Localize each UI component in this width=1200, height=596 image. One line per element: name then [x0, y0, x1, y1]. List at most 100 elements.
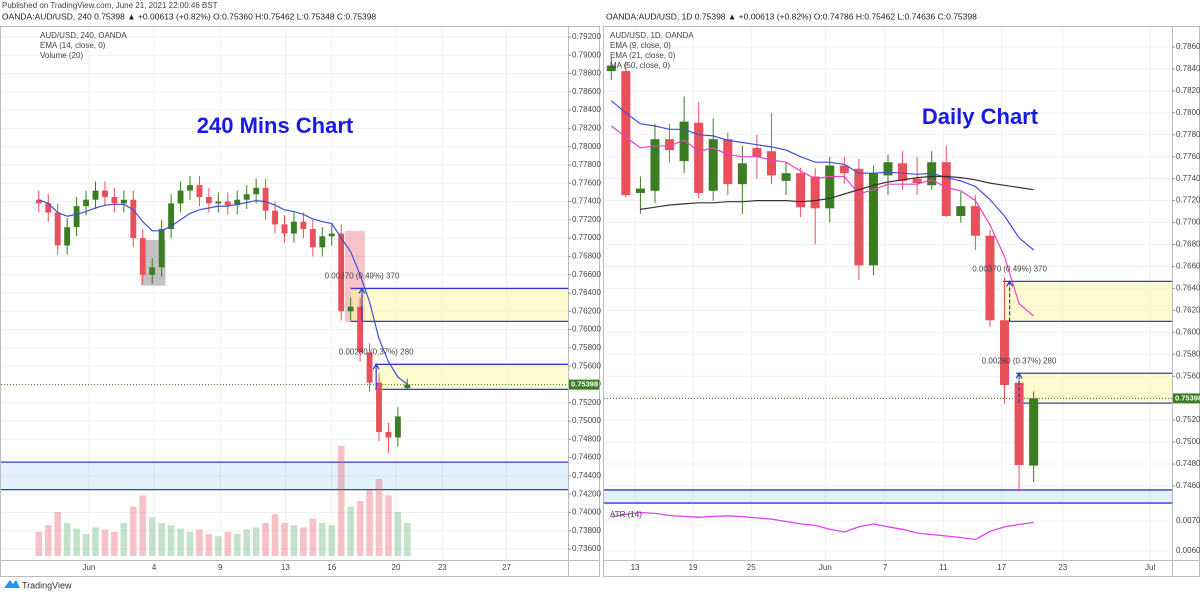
volume-bar [215, 536, 222, 556]
candle-body [941, 162, 951, 216]
y-tick-label: 0.75000 [1176, 437, 1200, 446]
candle-body [272, 210, 278, 225]
candle-body [679, 121, 689, 162]
candle-body [196, 185, 203, 197]
y-tick-label: 0.77800 [1176, 130, 1200, 139]
volume-bar [148, 517, 156, 556]
arrow-head [1015, 372, 1023, 379]
y-tick-label: 0.0070 [1176, 516, 1200, 525]
candle-body [111, 196, 118, 204]
candle-body [1029, 398, 1039, 466]
annotation: Daily Chart [922, 104, 1039, 129]
last-price-box [1173, 393, 1200, 404]
volume-bar [205, 534, 213, 556]
zone [604, 489, 1172, 503]
y-tick-label: 0.78200 [1176, 86, 1200, 95]
candle-body [158, 228, 165, 268]
y-tick-label: 0.0060 [1176, 546, 1200, 555]
volume-bar [404, 523, 411, 556]
candle-body [281, 224, 288, 234]
candle-body [35, 199, 42, 204]
candle-body [665, 139, 675, 151]
y-tick-label: 0.77400 [572, 197, 601, 206]
volume-bar [111, 531, 118, 556]
y-tick-label: 0.75200 [1176, 415, 1200, 424]
y-tick-label: 0.74800 [1176, 459, 1200, 468]
y-tick-label: 0.78400 [1176, 64, 1200, 73]
candle-body [347, 306, 354, 312]
y-tick-label: 0.75000 [572, 416, 601, 425]
candle-body [300, 221, 307, 229]
volume-bar [252, 527, 260, 556]
legend-entry: EMA (21, close, 0) [610, 51, 676, 60]
volume-bar [309, 518, 317, 556]
candle-body [606, 65, 616, 72]
candle-body [839, 165, 849, 174]
candle-body [385, 431, 392, 438]
candle-body [120, 199, 127, 204]
volume-bar [281, 523, 288, 556]
volume-bar [318, 523, 326, 556]
candle-body [187, 185, 193, 191]
x-tick-label: Jun [819, 563, 832, 572]
x-tick-label: 7 [883, 563, 888, 572]
y-tick-label: 0.76400 [572, 288, 601, 297]
volume-bar [394, 512, 402, 556]
candle-body [54, 212, 61, 246]
x-tick-label: Jul [1145, 563, 1155, 572]
candle-body [291, 221, 297, 234]
candle-body [319, 236, 326, 248]
y-tick-label: 0.74600 [572, 453, 601, 462]
candle-body [243, 194, 250, 200]
y-tick-label: 0.77200 [572, 215, 601, 224]
x-tick-label: 27 [502, 563, 511, 572]
x-tick-label: 16 [327, 563, 336, 572]
candle-body [985, 235, 995, 321]
y-tick-label: 0.77000 [572, 233, 601, 242]
y-tick-label: 0.73800 [572, 526, 601, 535]
measure-label: 0.00280 (0.37%) 280 [339, 347, 414, 356]
candle-body [357, 306, 364, 353]
volume-bar [35, 531, 43, 556]
y-tick-label: 0.77200 [1176, 196, 1200, 205]
arrow-head [372, 363, 380, 370]
candle-body [168, 203, 175, 229]
volume-bar [366, 490, 373, 556]
y-tick-label: 0.74800 [572, 434, 601, 443]
volume-bar [243, 529, 251, 556]
y-tick-label: 0.76800 [572, 252, 601, 261]
measure-label: 0.00280 (0.37%) 280 [982, 356, 1057, 365]
x-tick-label: 17 [997, 563, 1006, 572]
y-tick-label: 0.76000 [572, 325, 601, 334]
zone [350, 288, 568, 322]
volume-bar [139, 495, 147, 556]
indicator-line [610, 100, 1034, 251]
candle-body [650, 139, 660, 191]
volume-bar [271, 514, 279, 556]
y-tick-label: 0.74400 [572, 471, 601, 480]
candle-body [912, 178, 922, 184]
volume-bar [337, 446, 345, 556]
candle-body [1014, 382, 1024, 466]
candle-body [868, 173, 878, 266]
y-tick-label: 0.76400 [1176, 284, 1200, 293]
candle-body [970, 206, 980, 236]
x-tick-label: 11 [939, 563, 948, 572]
atr-legend: ATR (14) [610, 510, 642, 519]
indicator-line [640, 175, 1034, 210]
y-tick-label: 0.75800 [1176, 349, 1200, 358]
x-tick-label: Jun [82, 563, 95, 572]
y-tick-label: 0.77400 [1176, 174, 1200, 183]
candle-body [766, 151, 777, 176]
candle-body [825, 165, 835, 209]
candle-body [45, 203, 52, 213]
candle-body [394, 416, 401, 438]
y-tick-label: 0.78000 [1176, 108, 1200, 117]
x-tick-label: 20 [392, 563, 401, 572]
candle-body [781, 173, 791, 181]
candle-body [723, 139, 733, 185]
annotation: 240 Mins Chart [197, 113, 354, 138]
volume-bar [101, 529, 109, 556]
y-tick-label: 0.76000 [1176, 327, 1200, 336]
candle-body [92, 190, 99, 200]
